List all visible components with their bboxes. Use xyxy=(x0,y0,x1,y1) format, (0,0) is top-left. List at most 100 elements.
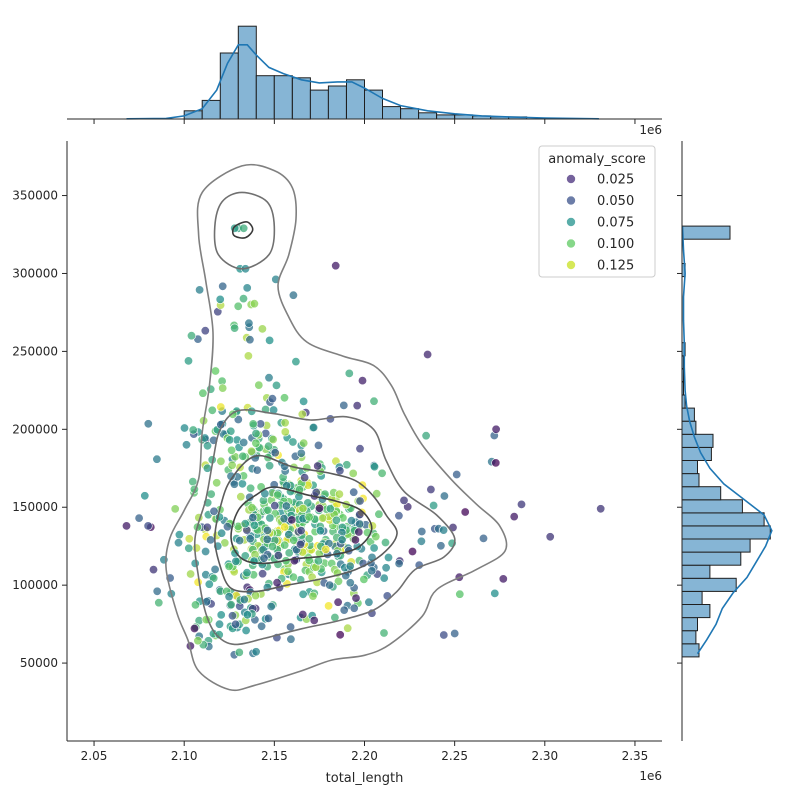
scatter-point xyxy=(309,615,319,625)
scatter-point xyxy=(154,598,164,608)
scatter-point xyxy=(379,628,389,638)
scatter-point xyxy=(249,299,259,309)
scatter-plot-area xyxy=(122,163,606,692)
scatter-point xyxy=(272,578,282,588)
scatter-point xyxy=(380,537,390,547)
scatter-points xyxy=(122,223,606,660)
kde-contour-line xyxy=(231,221,254,239)
scatter-point xyxy=(227,445,237,455)
scatter-point xyxy=(251,591,261,601)
scatter-point xyxy=(288,437,298,447)
y-histogram-bar xyxy=(681,446,712,461)
scatter-point xyxy=(342,460,352,470)
scatter-point xyxy=(399,495,409,505)
scatter-point xyxy=(259,553,269,563)
scatter-point xyxy=(299,396,309,406)
scatter-point xyxy=(234,647,244,657)
scatter-point xyxy=(262,534,272,544)
scatter-point xyxy=(184,543,194,553)
scatter-point xyxy=(201,546,211,556)
scatter-point xyxy=(223,522,233,532)
x-histogram-bar xyxy=(237,25,257,120)
scatter-point xyxy=(266,601,276,611)
scatter-point xyxy=(182,440,192,450)
scatter-point xyxy=(251,438,261,448)
x-tick-label: 2.15 xyxy=(261,749,288,763)
scatter-point xyxy=(187,331,197,341)
y-histogram-bar xyxy=(681,473,700,488)
scatter-point xyxy=(344,368,354,378)
x-histogram-bar xyxy=(291,77,311,120)
scatter-point xyxy=(207,405,217,415)
scatter-point xyxy=(195,285,205,295)
scatter-point xyxy=(423,349,433,359)
legend-label: 0.100 xyxy=(597,237,634,252)
scatter-point xyxy=(245,534,255,544)
scatter-point xyxy=(288,572,298,582)
scatter-point xyxy=(302,463,312,473)
y-histogram-bar xyxy=(681,499,743,514)
scatter-point xyxy=(240,519,250,529)
y-tick-label: 150000 xyxy=(12,500,58,514)
scatter-point xyxy=(190,558,200,568)
kde-contours xyxy=(165,163,508,692)
scatter-point xyxy=(348,468,358,478)
scatter-point xyxy=(325,580,335,590)
x-histogram-bar xyxy=(273,75,293,120)
scatter-point xyxy=(315,526,325,536)
y-histogram-bar xyxy=(681,538,751,553)
scatter-point xyxy=(324,601,334,611)
x-tick-label: 2.20 xyxy=(351,749,378,763)
kde-contour-line xyxy=(213,454,398,593)
scatter-point xyxy=(289,535,299,545)
scatter-point xyxy=(295,539,305,549)
x-histogram-bar xyxy=(309,89,329,120)
y-histogram-bar xyxy=(681,590,703,606)
scatter-point xyxy=(478,533,488,543)
scatter-point xyxy=(287,515,297,525)
y-histogram-bar xyxy=(681,486,722,501)
x-histogram-bar xyxy=(382,106,401,120)
scatter-point xyxy=(149,565,159,575)
scatter-point xyxy=(351,593,361,603)
scatter-point xyxy=(245,335,255,345)
scatter-point xyxy=(265,335,275,345)
y-tick-label: 250000 xyxy=(12,344,58,358)
y-histogram-bar xyxy=(681,525,771,540)
scatter-point xyxy=(377,468,387,478)
scatter-point xyxy=(394,558,404,568)
scatter-point xyxy=(439,491,449,501)
scatter-point xyxy=(242,610,252,620)
scatter-point xyxy=(313,556,323,566)
y-histogram-bar xyxy=(681,617,698,632)
legend-label: 0.050 xyxy=(597,194,634,209)
x-axis-label: total_length xyxy=(326,771,404,786)
scatter-point xyxy=(284,530,294,540)
scatter-point xyxy=(450,628,460,638)
x-histogram-bar xyxy=(327,85,347,120)
y-histogram-bar xyxy=(681,643,700,658)
legend-label: 0.075 xyxy=(597,216,634,231)
scatter-point xyxy=(416,536,426,546)
legend-marker xyxy=(566,195,576,206)
scatter-point xyxy=(545,532,555,542)
scatter-point xyxy=(265,513,275,523)
scatter-point xyxy=(270,501,280,511)
scatter-point xyxy=(215,294,225,304)
scatter-point xyxy=(267,394,277,404)
y-tick-label: 50000 xyxy=(20,656,58,670)
scatter-point xyxy=(170,504,180,514)
scatter-point xyxy=(192,543,202,553)
scatter-point xyxy=(233,301,243,311)
scatter-point xyxy=(280,540,290,550)
scatter-point xyxy=(216,456,226,466)
legend-marker xyxy=(566,260,576,270)
y-tick-label: 200000 xyxy=(12,422,58,436)
scatter-point xyxy=(439,525,449,535)
scatter-point xyxy=(252,465,262,475)
scatter-point xyxy=(439,630,449,640)
scatter-point xyxy=(257,621,267,631)
scatter-point xyxy=(204,579,214,589)
scatter-point xyxy=(226,600,236,610)
scatter-point xyxy=(244,318,254,328)
